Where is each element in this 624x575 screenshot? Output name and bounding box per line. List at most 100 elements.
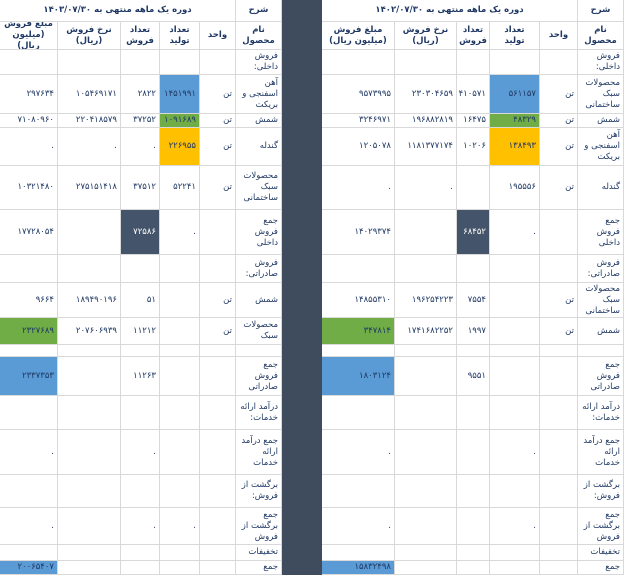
table-cell — [490, 561, 540, 575]
table-cell: . — [160, 508, 200, 545]
table-cell: تن — [540, 283, 578, 318]
table-cell — [395, 396, 457, 430]
column-header: مبلغ فروش (میلیون ریال) — [322, 22, 395, 50]
row-label: جمع فروش صادراتی — [578, 357, 624, 396]
period-header: دوره یک ماهه منتهی به ۱۴۰۲/۰۷/۳۰ — [322, 0, 578, 22]
table-cell: تن — [540, 128, 578, 166]
table-cell — [160, 545, 200, 561]
table-cell — [58, 345, 121, 357]
table-cell — [200, 508, 236, 545]
table-cell: تن — [540, 318, 578, 345]
row-label: محصولات سبک ساختمانی — [578, 283, 624, 318]
table-cell: . — [121, 128, 160, 166]
table-cell — [457, 255, 490, 283]
column-header: تعداد تولید — [160, 22, 200, 50]
table-cell — [395, 475, 457, 508]
table-cell: ۱۷۴۱۶۸۲۲۵۲ — [395, 318, 457, 345]
table-cell: ۷۱۰۸۰۹۶۰ — [0, 114, 58, 128]
table-cell — [490, 345, 540, 357]
table-cell — [160, 396, 200, 430]
table-cell: ۳۴۷۸۱۴ — [322, 318, 395, 345]
row-label: گندله — [578, 166, 624, 210]
row-label: فروش داخلی: — [578, 50, 624, 75]
row-label: محصولات سبک ساختمانی — [578, 75, 624, 114]
table-cell — [0, 255, 58, 283]
row-label: جمع برگشت از فروش — [236, 508, 282, 545]
row-label — [236, 345, 282, 357]
table-cell — [395, 50, 457, 75]
table-cell: . — [322, 166, 395, 210]
table-cell — [200, 430, 236, 475]
table-cell: ۴۸۳۲۹ — [490, 114, 540, 128]
table-cell: ۱۰۹۱۶۸۹ — [160, 114, 200, 128]
row-label: شمش — [236, 283, 282, 318]
table-cell: ۱۴۸۵۵۳۱۰ — [322, 283, 395, 318]
table-cell — [121, 396, 160, 430]
column-header: نرخ فروش (ریال) — [58, 22, 121, 50]
table-cell — [540, 430, 578, 475]
table-cell: ۵۲۲۴۱ — [160, 166, 200, 210]
table-cell — [457, 508, 490, 545]
table-cell — [457, 396, 490, 430]
table-cell: ۹۵۷۳۹۹۵ — [322, 75, 395, 114]
table-cell — [160, 255, 200, 283]
row-label: آهن اسفنجی و بریکت — [236, 75, 282, 114]
table-cell — [490, 255, 540, 283]
row-label: فروش صادراتی: — [578, 255, 624, 283]
table-cell — [160, 345, 200, 357]
table-cell: ۱۶۴۷۵ — [457, 114, 490, 128]
table-cell — [490, 545, 540, 561]
table-cell: ۱۵۸۳۲۴۹۸ — [322, 561, 395, 575]
table-cell — [322, 396, 395, 430]
table-cell — [0, 396, 58, 430]
table-cell: . — [121, 508, 160, 545]
table-cell — [200, 396, 236, 430]
table-cell: تن — [200, 114, 236, 128]
table-cell — [490, 357, 540, 396]
table-cell: ۲۳۳۷۳۵۳ — [0, 357, 58, 396]
table-cell — [540, 50, 578, 75]
row-label: فروش داخلی: — [236, 50, 282, 75]
table-cell — [121, 255, 160, 283]
table-cell: . — [0, 128, 58, 166]
row-label: درآمد ارائه خدمات: — [578, 396, 624, 430]
table-cell: . — [160, 210, 200, 255]
table-cell — [58, 255, 121, 283]
table-cell: ۳۲۴۶۹۷۱ — [322, 114, 395, 128]
table-cell: ۱۹۹۷ — [457, 318, 490, 345]
table-cell — [58, 357, 121, 396]
table-cell: ۳۷۵۱۲ — [121, 166, 160, 210]
table-cell: ۱۹۵۵۵۶ — [490, 166, 540, 210]
table-cell: تن — [540, 166, 578, 210]
table-cell — [58, 50, 121, 75]
row-label: شمش — [578, 318, 624, 345]
table-cell — [58, 430, 121, 475]
row-label: برگشت از فروش: — [578, 475, 624, 508]
table-cell — [457, 166, 490, 210]
column-header: واحد — [540, 22, 578, 50]
table-cell: . — [0, 430, 58, 475]
row-label: جمع درآمد ارائه خدمات — [578, 430, 624, 475]
table-cell: ۲۹۷۶۳۴ — [0, 75, 58, 114]
row-label: جمع — [236, 561, 282, 575]
table-cell: ۱۸۹۴۹۰۱۹۶ — [58, 283, 121, 318]
table-cell: ۱۱۸۱۳۷۷۱۷۴ — [395, 128, 457, 166]
table-cell: ۱۸۰۳۱۲۴ — [322, 357, 395, 396]
table-cell: تن — [540, 75, 578, 114]
table-cell — [457, 475, 490, 508]
table-cell — [0, 345, 58, 357]
column-header: واحد — [200, 22, 236, 50]
row-label: جمع فروش داخلی — [578, 210, 624, 255]
row-label: جمع فروش داخلی — [236, 210, 282, 255]
table-cell — [457, 50, 490, 75]
row-label: تخفیفات — [236, 545, 282, 561]
table-cell: ۱۱۲۱۲ — [121, 318, 160, 345]
table-cell — [160, 561, 200, 575]
table-cell — [490, 318, 540, 345]
table-cell: ۵۱ — [121, 283, 160, 318]
table-cell — [0, 545, 58, 561]
table-cell: ۶۸۴۵۲ — [457, 210, 490, 255]
table-cell: . — [58, 128, 121, 166]
table-cell: ۱۹۶۲۵۴۲۲۳ — [395, 283, 457, 318]
